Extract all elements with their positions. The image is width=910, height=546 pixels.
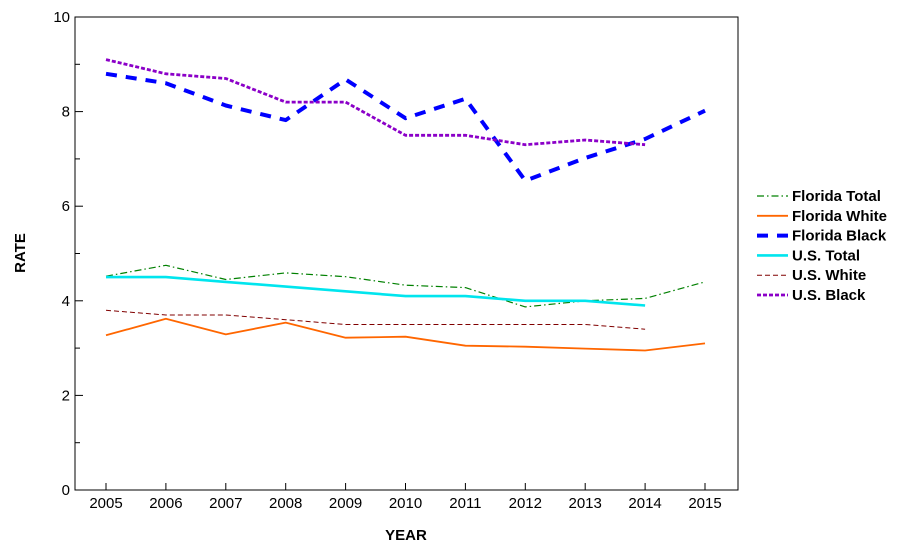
legend-label: U.S. Black bbox=[792, 287, 866, 304]
legend-item: Florida White bbox=[757, 208, 887, 225]
legend-label: U.S. White bbox=[792, 267, 866, 284]
y-tick-label: 10 bbox=[53, 9, 70, 26]
x-tick-label: 2015 bbox=[688, 495, 721, 512]
x-tick-label: 2012 bbox=[509, 495, 542, 512]
y-tick-label: 8 bbox=[62, 104, 70, 121]
x-tick-label: 2010 bbox=[389, 495, 422, 512]
legend-label: Florida White bbox=[792, 208, 887, 225]
series-line-florida-white bbox=[105, 317, 706, 352]
x-tick-label: 2006 bbox=[149, 495, 182, 512]
x-tick-label: 2007 bbox=[209, 495, 242, 512]
legend: Florida Total Florida White Florida Black U… bbox=[757, 188, 887, 304]
legend-item: Florida Total bbox=[757, 188, 881, 205]
legend-label: Florida Black bbox=[792, 228, 887, 245]
y-axis-title: RATE bbox=[12, 233, 29, 273]
x-tick-label: 2011 bbox=[449, 495, 481, 512]
x-tick-label: 2009 bbox=[329, 495, 362, 512]
legend-item: U.S. Black bbox=[757, 287, 866, 304]
series-line-u-s-white bbox=[105, 309, 646, 330]
x-tick-label: 2013 bbox=[569, 495, 602, 512]
legend-label: Florida Total bbox=[792, 188, 881, 205]
y-tick-label: 0 bbox=[62, 482, 70, 499]
legend-label: U.S. Total bbox=[792, 247, 860, 264]
x-tick-label: 2008 bbox=[269, 495, 302, 512]
x-tick-label: 2014 bbox=[628, 495, 661, 512]
y-tick-label: 4 bbox=[62, 293, 70, 310]
series-line-u-s-total bbox=[106, 275, 646, 307]
series-line-florida-total bbox=[105, 264, 706, 308]
series-line-florida-black bbox=[105, 71, 706, 183]
legend-item: U.S. Total bbox=[757, 247, 860, 264]
y-tick-label: 6 bbox=[62, 198, 70, 215]
x-tick-label: 2005 bbox=[89, 495, 122, 512]
series-line-u-s-black bbox=[105, 58, 646, 147]
legend-item: U.S. White bbox=[757, 267, 866, 284]
legend-item: Florida Black bbox=[757, 228, 887, 245]
x-axis-title: YEAR bbox=[385, 527, 427, 544]
y-tick-label: 2 bbox=[62, 387, 70, 404]
